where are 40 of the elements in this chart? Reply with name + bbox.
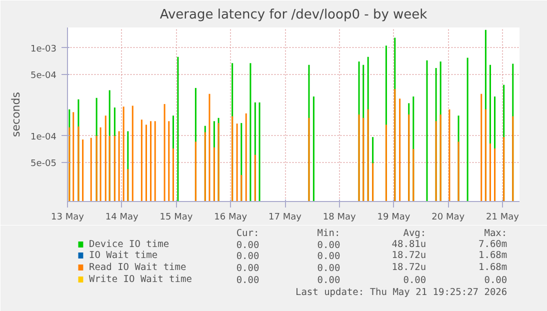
x-tick-label: 18 May — [322, 212, 357, 222]
y-axis-title: seconds — [10, 92, 23, 137]
text: 0.00 — [317, 263, 340, 274]
text: Avg: — [403, 228, 426, 239]
text: 0.00 — [317, 275, 340, 286]
text: 0.00 — [236, 251, 260, 262]
legend-label: IO Wait time — [88, 250, 158, 261]
x-tick-label: 21 May — [486, 212, 520, 222]
text: Cur: — [236, 228, 260, 239]
text: 0.00 — [317, 251, 340, 262]
text: Last update: Thu May 21 19:25:27 2026 — [295, 287, 508, 298]
y-tick-label: 1e-04 — [30, 132, 57, 142]
y-tick-label: 5e-05 — [30, 158, 57, 169]
y-tick-label: 1e-03 — [30, 44, 57, 54]
text: 0.00 — [317, 240, 340, 251]
x-tick-label: 17 May — [268, 212, 302, 222]
x-tick-label: 13 May — [51, 212, 85, 222]
text: 0.00 — [484, 275, 508, 286]
x-tick-label: 16 May — [214, 212, 248, 222]
x-tick-label: 20 May — [432, 212, 466, 222]
x-tick-label: 14 May — [105, 212, 140, 222]
text: 18.72u — [392, 262, 426, 273]
y-tick-label: 5e-04 — [30, 70, 57, 81]
text: Max: — [484, 228, 508, 239]
text: 48.81u — [392, 239, 426, 250]
x-tick-label: 19 May — [377, 212, 411, 222]
x-tick-label: 15 May — [160, 212, 194, 222]
chart-title: Average latency for /dev/loop0 - by week — [160, 8, 428, 22]
text: Min: — [317, 228, 340, 239]
legend-label: Read IO Wait time — [88, 262, 186, 273]
text: 0.00 — [236, 275, 260, 286]
text: 1.68m — [478, 262, 508, 273]
legend-label: Device IO time — [88, 239, 170, 250]
legend-label: Write IO Wait time — [88, 274, 192, 285]
text: 0.00 — [236, 240, 260, 251]
text: 1.68m — [478, 250, 508, 261]
text: 0.00 — [403, 275, 426, 286]
text: 0.00 — [236, 263, 260, 274]
text: 7.60m — [478, 239, 508, 250]
text: 18.72u — [392, 250, 426, 261]
